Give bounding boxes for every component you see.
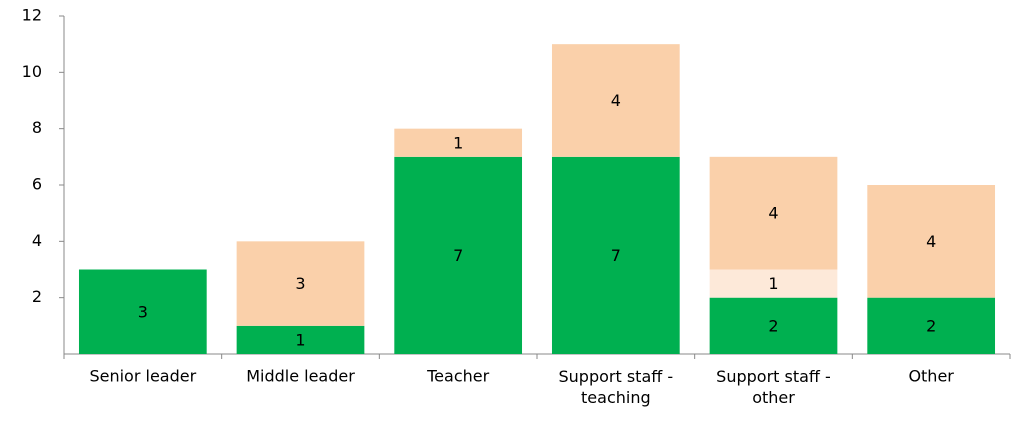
bar-segment	[709, 269, 838, 298]
x-tick-label: Teacher	[426, 367, 489, 386]
bar-segment	[236, 325, 365, 354]
data-label: 7	[453, 246, 463, 265]
bar-segment	[867, 297, 996, 354]
bar-segment	[394, 156, 523, 354]
data-label: 3	[295, 274, 305, 293]
data-label: 1	[295, 330, 305, 349]
bar-segment	[78, 269, 207, 354]
y-tick-label: 10	[22, 62, 42, 81]
bar-segment	[867, 185, 996, 298]
bar-segment	[236, 241, 365, 326]
data-label: 4	[611, 91, 621, 110]
data-label: 1	[453, 133, 463, 152]
bar-segment	[709, 297, 838, 354]
y-tick-label: 12	[22, 6, 42, 25]
bar-segment	[551, 44, 680, 157]
x-tick-label: Senior leader	[89, 367, 196, 386]
data-label: 3	[138, 302, 148, 321]
x-tick-label: Other	[908, 367, 954, 386]
bar-segment	[394, 128, 523, 157]
x-tick-label: Support staff -teaching	[559, 367, 674, 407]
y-tick-label: 6	[32, 175, 42, 194]
data-label: 4	[768, 204, 778, 223]
y-tick-label: 4	[32, 231, 42, 250]
data-label: 2	[768, 316, 778, 335]
x-tick-label: Middle leader	[246, 367, 355, 386]
data-label: 4	[926, 232, 936, 251]
x-tick-label: Support staff -other	[716, 367, 831, 407]
y-tick-label: 8	[32, 118, 42, 137]
bar-segment	[709, 156, 838, 270]
bar-segment	[551, 156, 680, 354]
data-label: 2	[926, 316, 936, 335]
data-label: 7	[611, 246, 621, 265]
y-tick-label: 2	[32, 287, 42, 306]
data-label: 1	[768, 274, 778, 293]
